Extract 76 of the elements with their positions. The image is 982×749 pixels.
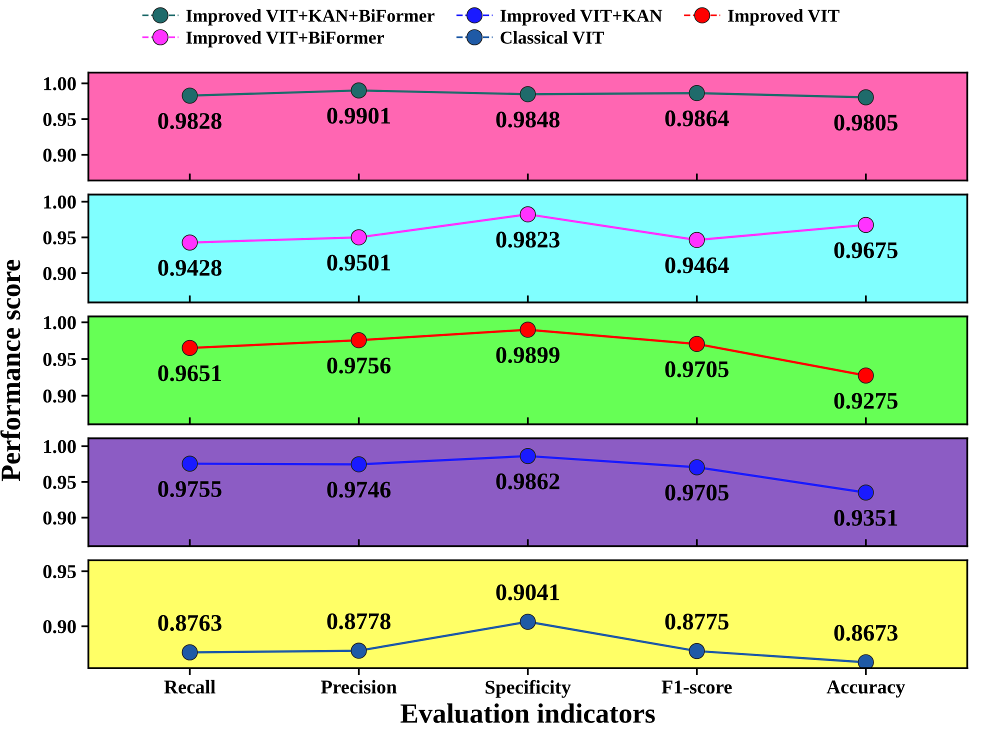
point: [182, 234, 198, 251]
y-tick-label: 0.90: [43, 390, 76, 403]
y-tick-label: 0.90: [43, 620, 76, 634]
point: [858, 367, 874, 384]
point: [520, 322, 536, 338]
legend-label: Improved VIT+KAN: [500, 9, 662, 26]
data-label: 0.9428: [158, 260, 222, 276]
point: [688, 85, 705, 102]
data-label: 0.9705: [665, 484, 728, 501]
legend-label: Improved VIT: [728, 9, 840, 26]
point: [858, 89, 874, 106]
point: [182, 456, 198, 472]
y-tick-label: 0.90: [43, 266, 76, 280]
point: [350, 332, 367, 348]
data-label: 0.9899: [496, 347, 560, 364]
data-label: 0.8775: [665, 614, 728, 630]
legend-label: Classical VIT: [500, 31, 604, 44]
data-label: 0.8763: [158, 614, 222, 632]
point: [688, 336, 705, 352]
y-tick-label: 1.00: [44, 77, 76, 90]
y-axis-title: Performance score: [0, 260, 20, 482]
point: [520, 86, 536, 102]
point: [350, 642, 367, 659]
legend-label: Improved VIT+BiFormer: [186, 31, 384, 48]
point: [182, 340, 198, 356]
y-tick-label: 1.00: [44, 196, 76, 209]
data-label: 0.9805: [834, 114, 898, 131]
y-tick-label: 0.95: [43, 231, 76, 244]
data-label: 0.8778: [327, 613, 390, 630]
data-label: 0.9675: [834, 242, 898, 258]
legend-label: Improved VIT+KAN+BiFormer: [186, 9, 434, 26]
x-tick-label: Accuracy: [826, 680, 906, 698]
data-label: 0.9275: [834, 392, 898, 409]
point: [858, 654, 874, 668]
point: [520, 614, 536, 630]
data-label: 0.9746: [327, 482, 391, 498]
point: [350, 229, 367, 246]
data-label: 0.9864: [665, 110, 729, 126]
data-label: 0.8673: [834, 624, 898, 641]
data-label: 0.9848: [496, 112, 560, 128]
y-tick-label: 0.95: [43, 565, 76, 578]
point: [858, 216, 874, 233]
data-label: 0.9651: [158, 365, 222, 382]
y-tick-label: 0.95: [43, 352, 76, 366]
point: [688, 459, 705, 476]
data-label: 0.9501: [327, 254, 390, 271]
y-tick-label: 0.95: [43, 476, 76, 489]
data-label: 0.9823: [496, 232, 560, 248]
point: [688, 642, 705, 660]
point: [350, 82, 367, 98]
x-tick-label: Recall: [164, 680, 216, 694]
data-label: 0.9705: [665, 361, 728, 378]
y-tick-label: 0.95: [43, 112, 76, 126]
point: [182, 644, 198, 660]
point: [350, 456, 367, 472]
data-label: 0.9041: [496, 584, 560, 600]
y-tick-label: 0.90: [43, 511, 76, 525]
x-tick-label: Precision: [320, 680, 397, 694]
y-tick-label: 1.00: [44, 316, 76, 330]
point: [688, 232, 705, 248]
data-label: 0.9828: [158, 113, 222, 130]
y-tick-label: 1.00: [44, 440, 76, 454]
data-label: 0.9351: [834, 510, 898, 526]
data-label: 0.9862: [496, 473, 560, 490]
x-axis-title: Evaluation indicators: [400, 703, 655, 723]
point: [520, 448, 536, 464]
point: [182, 88, 198, 104]
data-label: 0.9901: [327, 108, 390, 124]
data-label: 0.9464: [665, 257, 729, 274]
data-label: 0.9755: [158, 481, 222, 498]
point: [858, 484, 874, 501]
point: [520, 206, 536, 222]
x-tick-label: F1-score: [662, 680, 732, 694]
x-tick-label: Specificity: [486, 680, 571, 698]
data-label: 0.9756: [327, 358, 391, 374]
y-tick-label: 0.90: [43, 148, 76, 162]
